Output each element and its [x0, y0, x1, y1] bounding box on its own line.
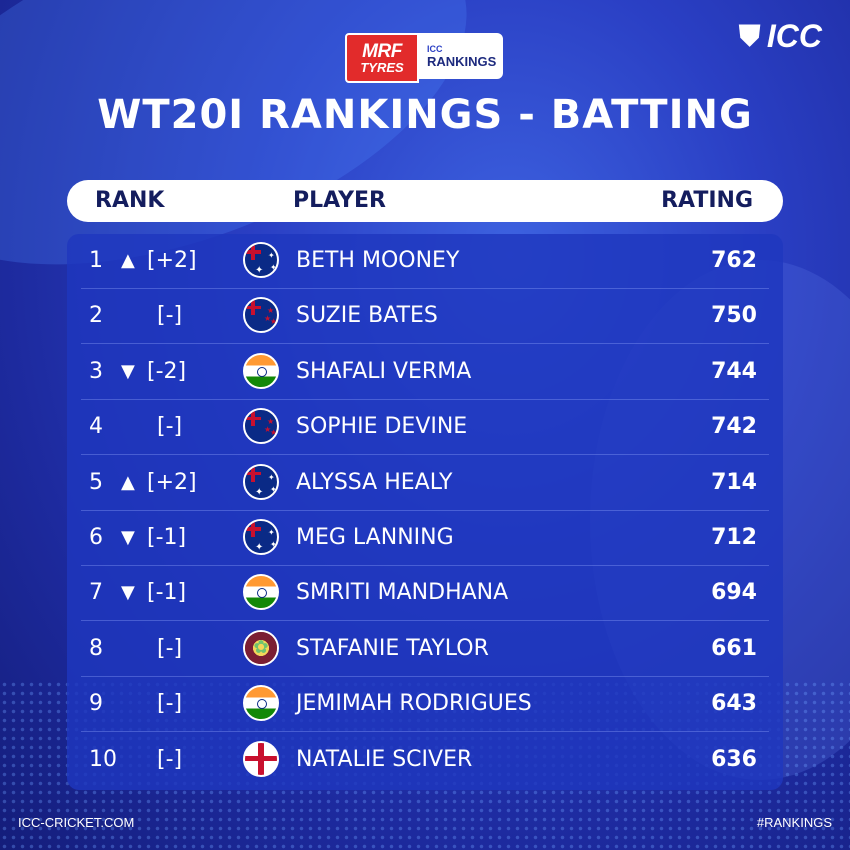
row-divider [81, 343, 769, 345]
row-player-name: SHAFALI VERMA [296, 358, 472, 384]
row-rating: 712 [711, 525, 757, 550]
row-rank: 3 [89, 358, 103, 384]
arrow-down-icon: ▼ [121, 527, 135, 548]
row-player-name: SUZIE BATES [296, 303, 438, 329]
row-divider [81, 731, 769, 733]
arrow-up-icon: ▲ [121, 471, 135, 493]
row-rank-change: [-] [157, 635, 183, 661]
row-rating: 714 [711, 469, 757, 495]
west-indies-flag-icon: ✿ [243, 629, 279, 666]
india-flag-icon [243, 352, 279, 389]
row-rank-change: [+2] [147, 248, 197, 273]
row-rank: 9 [89, 691, 103, 717]
rankings-table [67, 234, 783, 790]
row-rank: 4 [89, 414, 103, 440]
row-rank: 1 [89, 248, 103, 273]
row-rating: 636 [711, 746, 757, 772]
australia-flag-icon: ✦ ✦ ✦ [243, 463, 279, 500]
tyres-logo-text: TYRES [360, 60, 404, 75]
row-player-name: BETH MOONEY [296, 248, 460, 273]
row-player-name: ALYSSA HEALY [296, 469, 453, 495]
arrow-down-icon: ▼ [121, 582, 135, 604]
row-rank-change: [-] [157, 303, 183, 329]
row-rank: 5 [89, 469, 103, 495]
icc-rankings-badge: ICC RANKINGS [419, 33, 503, 79]
table-row: 9 [-] JEMIMAH RODRIGUES 643 [67, 677, 783, 733]
row-rank-change: [-] [157, 746, 183, 772]
table-row: 6 ▼ [-1] ✦ ✦ ✦ MEG LANNING 712 [67, 511, 783, 566]
row-divider [81, 565, 769, 566]
table-row: 2 [-] ★ ★ ★ SUZIE BATES 750 [67, 289, 783, 345]
row-rank-change: [-1] [147, 580, 187, 606]
icc-stumps-icon: ⛊ [738, 18, 761, 54]
table-row: 1 ▲ [+2] ✦ ✦ ✦ BETH MOONEY 762 [67, 234, 783, 289]
row-rank-change: [-2] [147, 358, 187, 384]
row-player-name: SOPHIE DEVINE [296, 414, 468, 440]
new-zealand-flag-icon: ★ ★ ★ [243, 297, 279, 334]
england-flag-icon [243, 740, 279, 777]
arrow-down-icon: ▼ [121, 360, 135, 382]
rankings-label: RANKINGS [427, 53, 497, 69]
row-divider [81, 288, 769, 289]
header-rating: RATING [661, 188, 753, 213]
rankings-icc-text: ICC [427, 43, 443, 54]
row-player-name: JEMIMAH RODRIGUES [296, 691, 532, 717]
arrow-up-icon: ▲ [121, 250, 135, 271]
table-row: 4 [-] ★ ★ ★ SOPHIE DEVINE 742 [67, 400, 783, 456]
mrf-logo-text: MRF [362, 41, 402, 62]
icc-logo-text: ICC [766, 18, 822, 54]
icc-logo: ⛊ ICC [738, 18, 822, 55]
row-player-name: SMRITI MANDHANA [296, 580, 509, 606]
row-rating: 744 [711, 358, 757, 384]
row-player-name: MEG LANNING [296, 525, 454, 550]
row-divider [81, 509, 769, 511]
new-zealand-flag-icon: ★ ★ ★ [243, 408, 279, 445]
table-header: RANK PLAYER RATING [67, 180, 783, 222]
row-rank-change: [+2] [147, 469, 197, 495]
website-url: ICC-CRICKET.COM [18, 815, 135, 830]
table-row: 8 [-] ✿ STAFANIE TAYLOR 661 [67, 622, 783, 677]
sponsor-logo: MRF TYRES ICC RANKINGS [345, 33, 505, 87]
table-row: 5 ▲ [+2] ✦ ✦ ✦ ALYSSA HEALY 714 [67, 456, 783, 511]
row-rank-change: [-] [157, 414, 183, 440]
row-player-name: STAFANIE TAYLOR [296, 635, 489, 661]
india-flag-icon [243, 685, 279, 722]
row-rating: 643 [711, 691, 757, 717]
row-divider [81, 675, 769, 677]
row-rank-change: [-1] [147, 525, 187, 550]
row-player-name: NATALIE SCIVER [296, 746, 473, 772]
india-flag-icon [243, 574, 279, 611]
australia-flag-icon: ✦ ✦ ✦ [243, 242, 279, 278]
row-rank: 2 [89, 303, 103, 329]
row-rank: 8 [89, 635, 103, 661]
row-rank-change: [-] [157, 691, 183, 717]
row-rating: 661 [711, 635, 757, 661]
table-row: 10 [-] NATALIE SCIVER 636 [67, 733, 783, 788]
row-divider [81, 398, 769, 400]
hashtag: #RANKINGS [756, 815, 832, 830]
row-rating: 762 [711, 248, 757, 273]
row-divider [81, 454, 769, 456]
australia-flag-icon: ✦ ✦ ✦ [243, 519, 279, 555]
header-rank: RANK [95, 188, 165, 213]
row-rank: 10 [89, 746, 117, 772]
page-title: WT20I RANKINGS - BATTING [97, 92, 753, 138]
mrf-tyres-logo: MRF TYRES [345, 33, 419, 83]
row-rating: 694 [711, 580, 757, 606]
row-divider [81, 620, 769, 622]
row-rank: 6 [89, 525, 103, 550]
row-rating: 750 [711, 303, 757, 329]
table-row: 3 ▼ [-2] SHAFALI VERMA 744 [67, 345, 783, 400]
row-rating: 742 [711, 414, 757, 440]
row-rank: 7 [89, 580, 103, 606]
header-player: PLAYER [293, 188, 386, 213]
table-row: 7 ▼ [-1] SMRITI MANDHANA 694 [67, 566, 783, 622]
